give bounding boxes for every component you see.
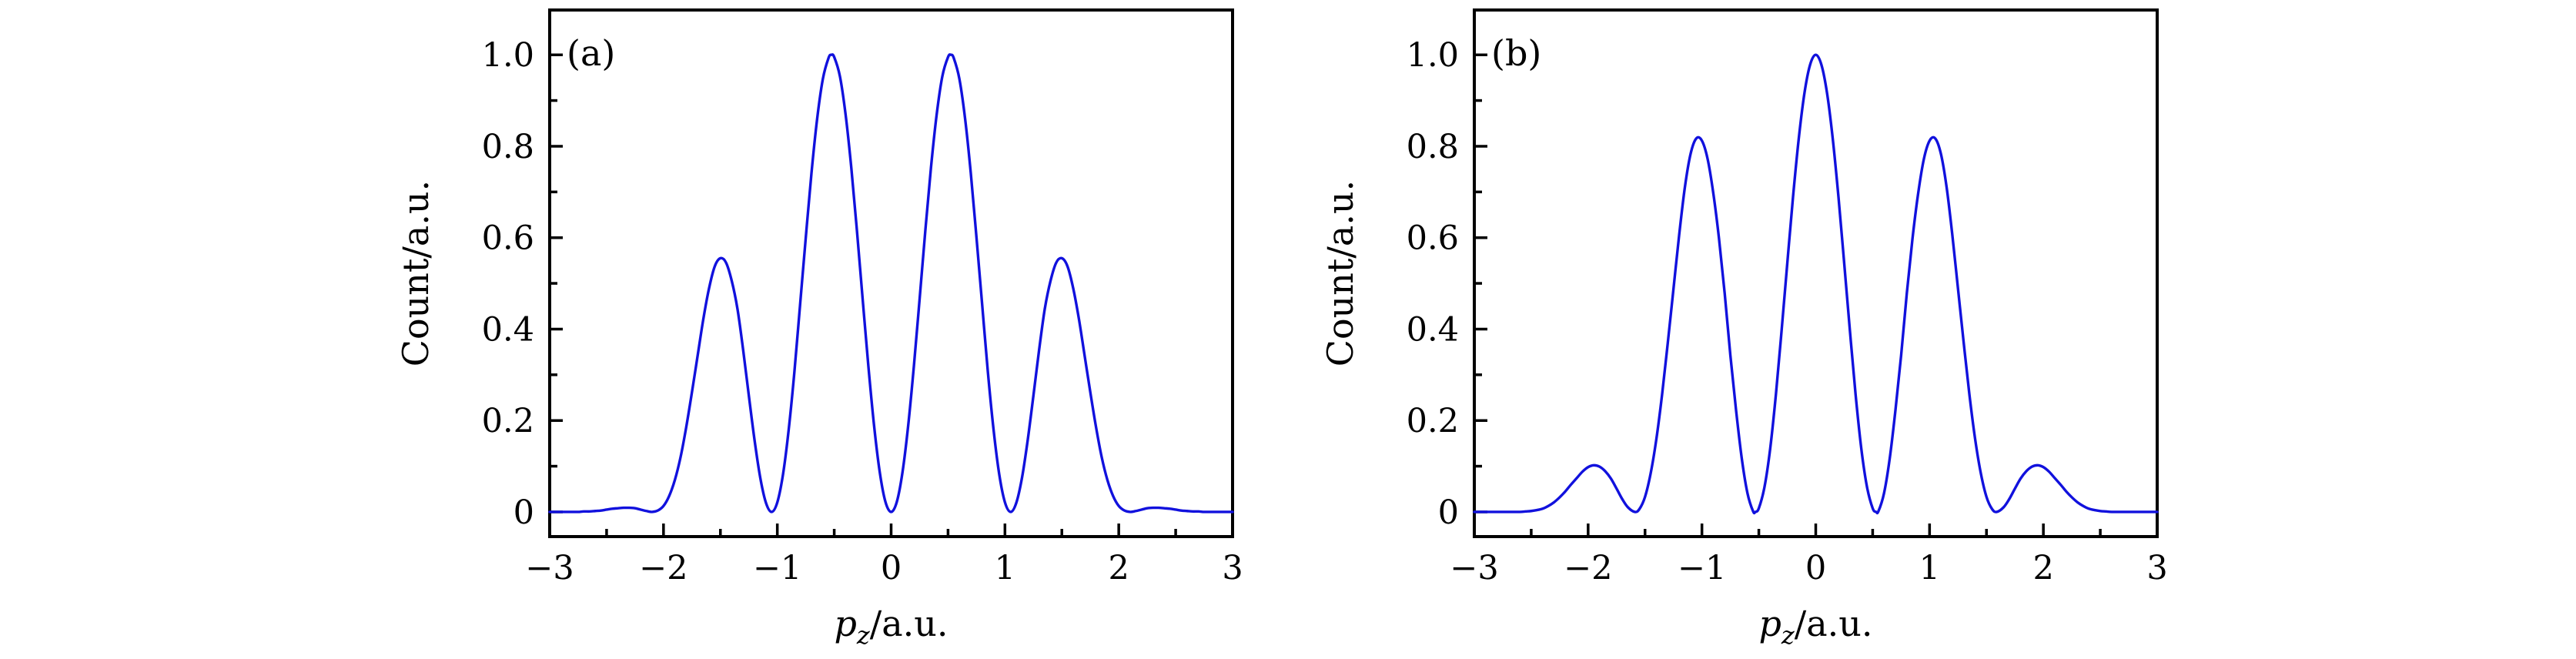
- data-curve: [548, 53, 1234, 513]
- x-tick-label: −1: [753, 549, 801, 587]
- y-axis-ticks: [550, 53, 563, 513]
- x-tick-label: 3: [2146, 549, 2167, 587]
- plot-frame: [548, 8, 1234, 538]
- y-tick-label: 0.6: [482, 219, 534, 258]
- y-tick-label: 0: [514, 493, 534, 532]
- x-axis-ticks: [1473, 524, 2159, 537]
- panel-label: (a): [567, 32, 615, 74]
- x-tick-label: 3: [1222, 549, 1243, 587]
- y-tick-label: 1.0: [1407, 36, 1459, 75]
- y-tick-label: 0.8: [482, 128, 534, 166]
- x-tick-label: 2: [1108, 549, 1129, 587]
- y-axis-label: Count/a.u.: [395, 180, 437, 366]
- y-tick-label: 0.4: [482, 310, 534, 349]
- panel-b: −3 −2 −1 0 1 2 3 0 0.2 0.4 0.6 0.8 1.0 pz/a.u. Count/a…: [1320, 8, 2168, 650]
- x-tick-label: −3: [1450, 549, 1498, 587]
- x-tick-label: 2: [2032, 549, 2053, 587]
- y-tick-label: 0.2: [482, 402, 534, 440]
- x-tick-label: −3: [525, 549, 574, 587]
- plot-frame: [1473, 8, 2159, 538]
- x-axis-label: pz/a.u.: [834, 603, 948, 650]
- panel-label: (b): [1491, 32, 1541, 74]
- y-tick-label: 0.8: [1407, 128, 1459, 166]
- x-tick-label: −1: [1678, 549, 1726, 587]
- y-tick-label: 0.6: [1407, 219, 1459, 258]
- x-tick-label: 1: [1919, 549, 1940, 587]
- x-axis-label: pz/a.u.: [1758, 603, 1872, 650]
- x-tick-label: −2: [1564, 549, 1612, 587]
- y-tick-label: 1.0: [482, 36, 534, 75]
- panel-a: −3 −2 −1 0 1 2 3 0 0.2 0.4 0.6 0.8 1.0 pz/a.u. Count/a…: [395, 8, 1243, 650]
- x-tick-label: −2: [639, 549, 687, 587]
- y-axis-ticks: [1474, 53, 1487, 513]
- y-axis-label: Count/a.u.: [1320, 180, 1361, 366]
- x-axis-ticks: [548, 524, 1234, 537]
- x-tick-label: 0: [881, 549, 902, 587]
- data-curve: [1473, 53, 2159, 515]
- y-tick-label: 0.2: [1407, 402, 1459, 440]
- x-tick-label: 0: [1805, 549, 1826, 587]
- y-tick-label: 0: [1438, 493, 1459, 532]
- y-tick-label: 0.4: [1407, 310, 1459, 349]
- x-tick-label: 1: [995, 549, 1015, 587]
